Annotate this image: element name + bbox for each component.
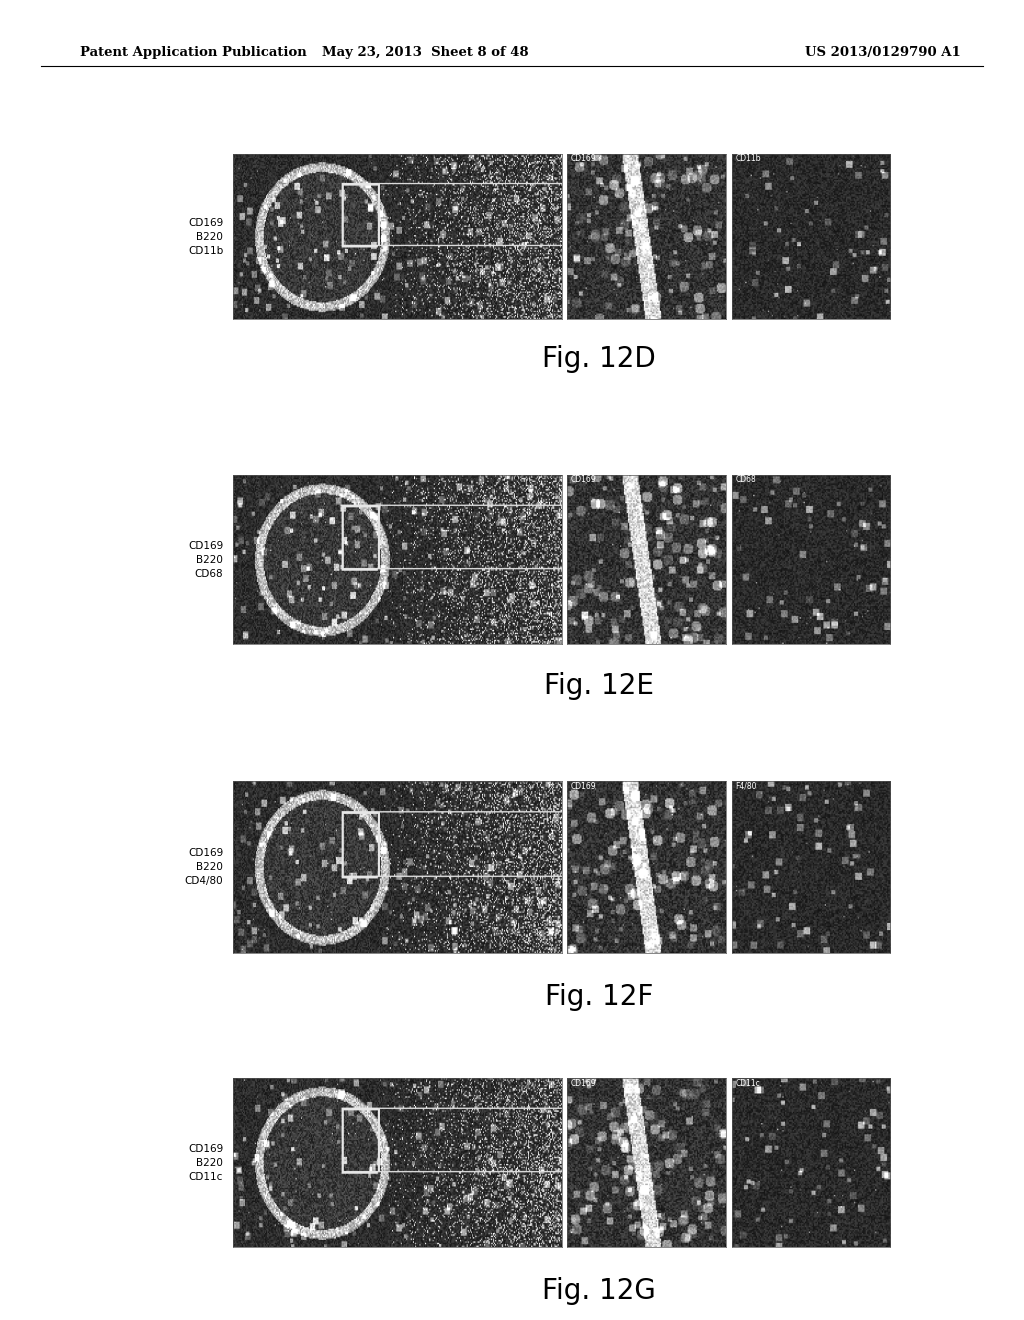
- Text: CD169
B220
CD11b: CD169 B220 CD11b: [188, 218, 223, 256]
- Text: Fig. 12E: Fig. 12E: [544, 672, 654, 701]
- Text: CD169
B220
CD4/80: CD169 B220 CD4/80: [184, 849, 223, 886]
- Text: CD169: CD169: [570, 475, 596, 484]
- Text: CD11c: CD11c: [735, 1078, 760, 1088]
- Text: US 2013/0129790 A1: US 2013/0129790 A1: [805, 46, 961, 59]
- Text: Fig. 12D: Fig. 12D: [542, 345, 656, 374]
- Text: CD11b: CD11b: [735, 154, 761, 164]
- Text: CD169: CD169: [570, 781, 596, 791]
- Text: Fig. 12F: Fig. 12F: [545, 982, 653, 1011]
- Text: CD169
B220
CD11c: CD169 B220 CD11c: [188, 1144, 223, 1181]
- Text: F4/80: F4/80: [735, 781, 757, 791]
- Text: Patent Application Publication: Patent Application Publication: [80, 46, 306, 59]
- Text: CD169: CD169: [570, 1078, 596, 1088]
- Text: CD169
B220
CD68: CD169 B220 CD68: [188, 541, 223, 578]
- Text: May 23, 2013  Sheet 8 of 48: May 23, 2013 Sheet 8 of 48: [322, 46, 528, 59]
- Text: Fig. 12G: Fig. 12G: [542, 1276, 656, 1305]
- Text: CD169: CD169: [570, 154, 596, 164]
- Text: CD68: CD68: [735, 475, 756, 484]
